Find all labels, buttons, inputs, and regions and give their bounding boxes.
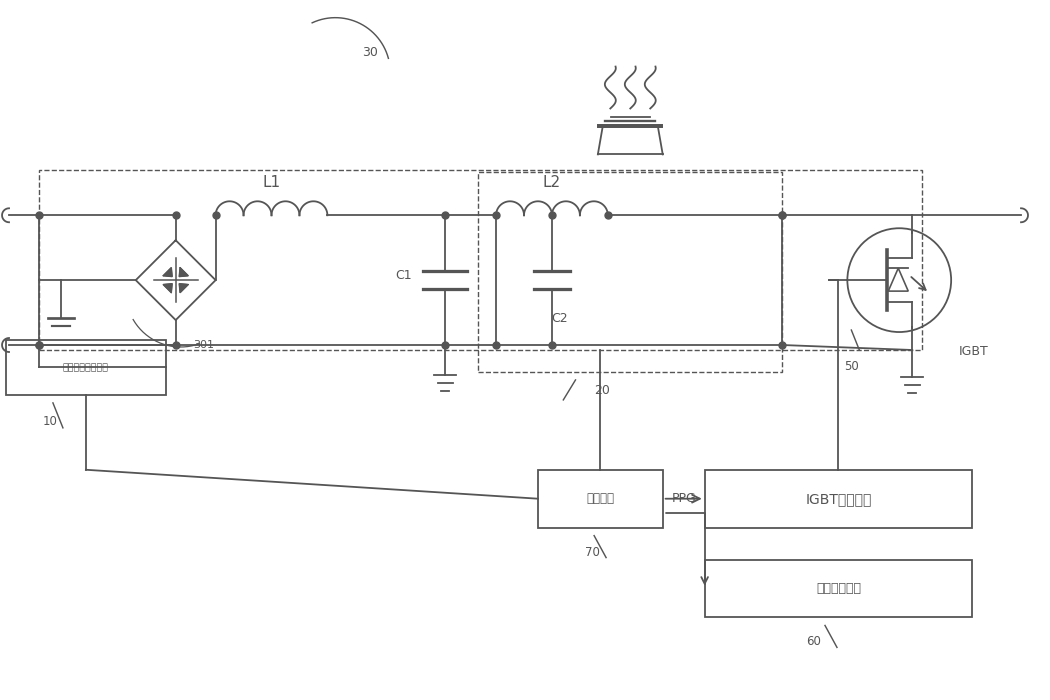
Polygon shape <box>180 284 188 293</box>
Bar <box>478 172 782 372</box>
Polygon shape <box>163 267 172 276</box>
Text: 70: 70 <box>586 545 601 559</box>
Text: 50: 50 <box>844 360 859 373</box>
Text: 主控芯片: 主控芯片 <box>586 492 614 505</box>
Bar <box>705 470 972 528</box>
Text: PPG: PPG <box>671 492 696 505</box>
Text: 30: 30 <box>362 46 378 59</box>
Bar <box>6 340 166 395</box>
Text: 20: 20 <box>593 384 610 397</box>
Polygon shape <box>163 284 172 293</box>
Polygon shape <box>180 267 188 276</box>
Text: 60: 60 <box>806 636 821 648</box>
Bar <box>39 170 922 350</box>
Bar <box>705 559 972 617</box>
Text: 10: 10 <box>43 415 58 428</box>
Text: 301: 301 <box>193 340 214 350</box>
Text: L2: L2 <box>543 175 561 190</box>
Text: IGBT: IGBT <box>959 345 989 358</box>
Bar <box>538 470 663 528</box>
Text: 电压过零检测单元: 电压过零检测单元 <box>63 363 109 372</box>
Text: C2: C2 <box>551 312 568 325</box>
Text: C1: C1 <box>395 269 412 281</box>
Text: L1: L1 <box>262 175 280 190</box>
Text: 驱动变压单元: 驱动变压单元 <box>816 582 861 595</box>
Text: IGBT驱动单元: IGBT驱动单元 <box>805 491 872 505</box>
